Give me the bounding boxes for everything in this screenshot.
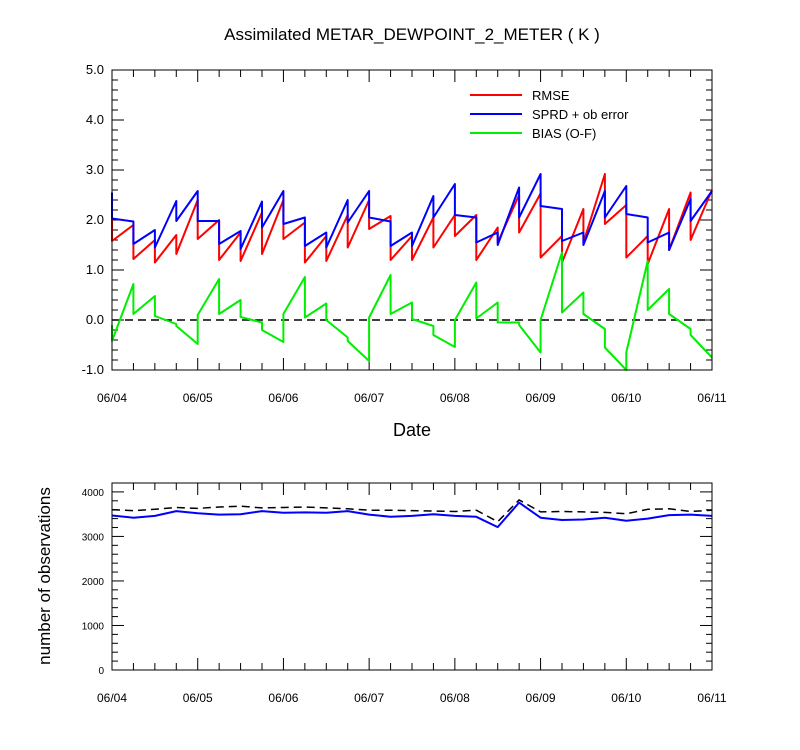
x-tick-label: 06/09 [526,691,556,705]
x-tick-label: 06/11 [697,391,726,405]
legend-label: BIAS (O-F) [532,126,596,141]
y-tick-label: -1.0 [82,362,104,377]
x-tick-label: 06/08 [440,691,470,705]
bottom-chart-series [111,499,713,529]
x-tick-label: 06/10 [611,691,641,705]
y-tick-label: 1000 [82,621,105,632]
y-tick-label: 4.0 [86,112,104,127]
top-plot-frame [111,69,713,371]
series-line-rmse [111,173,713,265]
y-tick-label: 3.0 [86,162,104,177]
x-tick-label: 06/10 [611,391,641,405]
legend-label: SPRD + ob error [532,107,629,122]
legend: RMSE SPRD + ob error BIAS (O-F) [470,88,629,141]
x-tick-label: 06/07 [354,391,384,405]
top-chart-tick-labels: 06/04 06/05 06/06 06/07 06/08 06/09 06/10 06/11… [82,62,727,405]
series-line-sprd-ob-error [111,173,713,251]
series-line-assimilated [111,501,713,529]
x-tick-label: 06/07 [354,691,384,705]
legend-label: RMSE [532,88,570,103]
y-tick-label: 2000 [82,577,105,588]
bottom-plot-frame [111,482,713,671]
y-tick-label: 3000 [82,532,105,543]
y-tick-label: 4000 [82,488,105,499]
x-tick-label: 06/06 [268,691,298,705]
y-tick-label: 1.0 [86,262,104,277]
y-tick-label: 2.0 [86,212,104,227]
y-tick-label: 0 [98,666,104,677]
x-tick-label: 06/04 [97,391,127,405]
y-tick-label: 5.0 [86,62,104,77]
series-line-possible [111,499,713,523]
x-tick-label: 06/09 [526,391,556,405]
chart-title: Assimilated METAR_DEWPOINT_2_METER ( K ) [224,25,600,44]
x-tick-label: 06/05 [183,391,213,405]
series-line-bias-o-f [111,251,713,371]
bottom-y-axis-label: number of observations [35,487,54,665]
x-tick-label: 06/08 [440,391,470,405]
y-tick-label: 0.0 [86,312,104,327]
x-tick-label: 06/06 [268,391,298,405]
x-tick-label: 06/04 [97,691,127,705]
top-x-axis-label: Date [393,420,431,440]
bottom-chart-tick-labels: 06/04 06/05 06/06 06/07 06/08 06/09 06/10 06/11… [82,488,727,705]
top-chart-series [111,173,713,371]
x-tick-label: 06/11 [697,691,726,705]
x-tick-label: 06/05 [183,691,213,705]
